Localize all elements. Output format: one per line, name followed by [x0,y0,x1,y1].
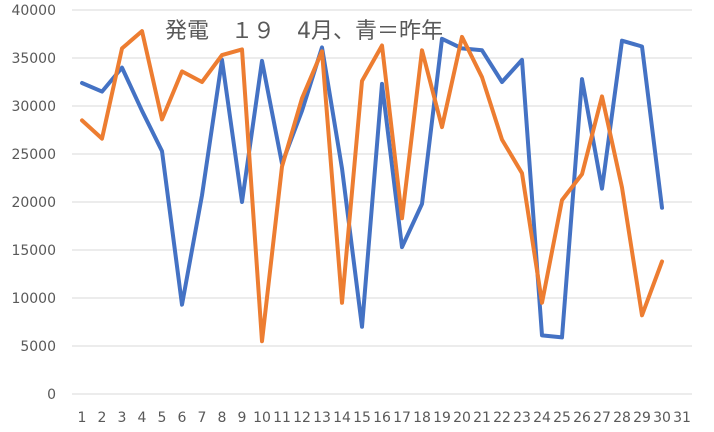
x-tick-label: 21 [473,410,491,426]
chart-title: 発電 １９ 4月、青＝昨年 [165,19,443,44]
x-tick-label: 9 [238,410,247,426]
x-tick-label: 17 [393,410,411,426]
x-tick-label: 2 [98,410,107,426]
x-tick-label: 24 [533,410,551,426]
x-tick-label: 25 [553,410,571,426]
x-tick-label: 28 [613,410,631,426]
x-tick-label: 31 [673,410,691,426]
series-line-1 [80,36,664,340]
x-axis-ticks: 1 2 3 4 5 6 7 8 9 10 11 12 13 14 15 16 17 18 19 20 21 22 23 24 2… [78,410,691,426]
x-tick-label: 16 [373,410,391,426]
y-axis-ticks: 0 5000 10000 15000 20000 25000 30000 35000 40000 [11,3,56,403]
x-tick-label: 8 [218,410,227,426]
x-tick-label: 29 [633,410,651,426]
x-tick-label: 18 [413,410,431,426]
x-tick-label: 1 [78,410,87,426]
x-tick-label: 11 [273,410,291,426]
x-tick-label: 4 [138,410,147,426]
x-tick-label: 7 [198,410,207,426]
x-tick-label: 12 [293,410,311,426]
y-tick-label: 5000 [20,339,56,355]
x-tick-label: 15 [353,410,371,426]
y-tick-label: 30000 [11,99,56,115]
x-tick-label: 23 [513,410,531,426]
gridlines [72,9,692,395]
x-tick-label: 6 [178,410,187,426]
x-tick-label: 14 [333,410,351,426]
y-tick-label: 35000 [11,51,56,67]
x-tick-label: 22 [493,410,511,426]
x-tick-label: 26 [573,410,591,426]
y-tick-label: 0 [47,387,56,403]
y-tick-label: 40000 [11,3,56,19]
y-tick-label: 15000 [11,243,56,259]
x-tick-label: 3 [118,410,127,426]
x-tick-label: 13 [313,410,331,426]
x-tick-label: 30 [653,410,671,426]
x-tick-label: 10 [253,410,271,426]
y-tick-label: 25000 [11,147,56,163]
x-tick-label: 5 [158,410,167,426]
series-line-2 [80,29,664,344]
x-tick-label: 27 [593,410,611,426]
y-tick-label: 10000 [11,291,56,307]
x-tick-label: 20 [453,410,471,426]
y-tick-label: 20000 [11,195,56,211]
series-lines [80,29,664,344]
x-tick-label: 19 [433,410,451,426]
